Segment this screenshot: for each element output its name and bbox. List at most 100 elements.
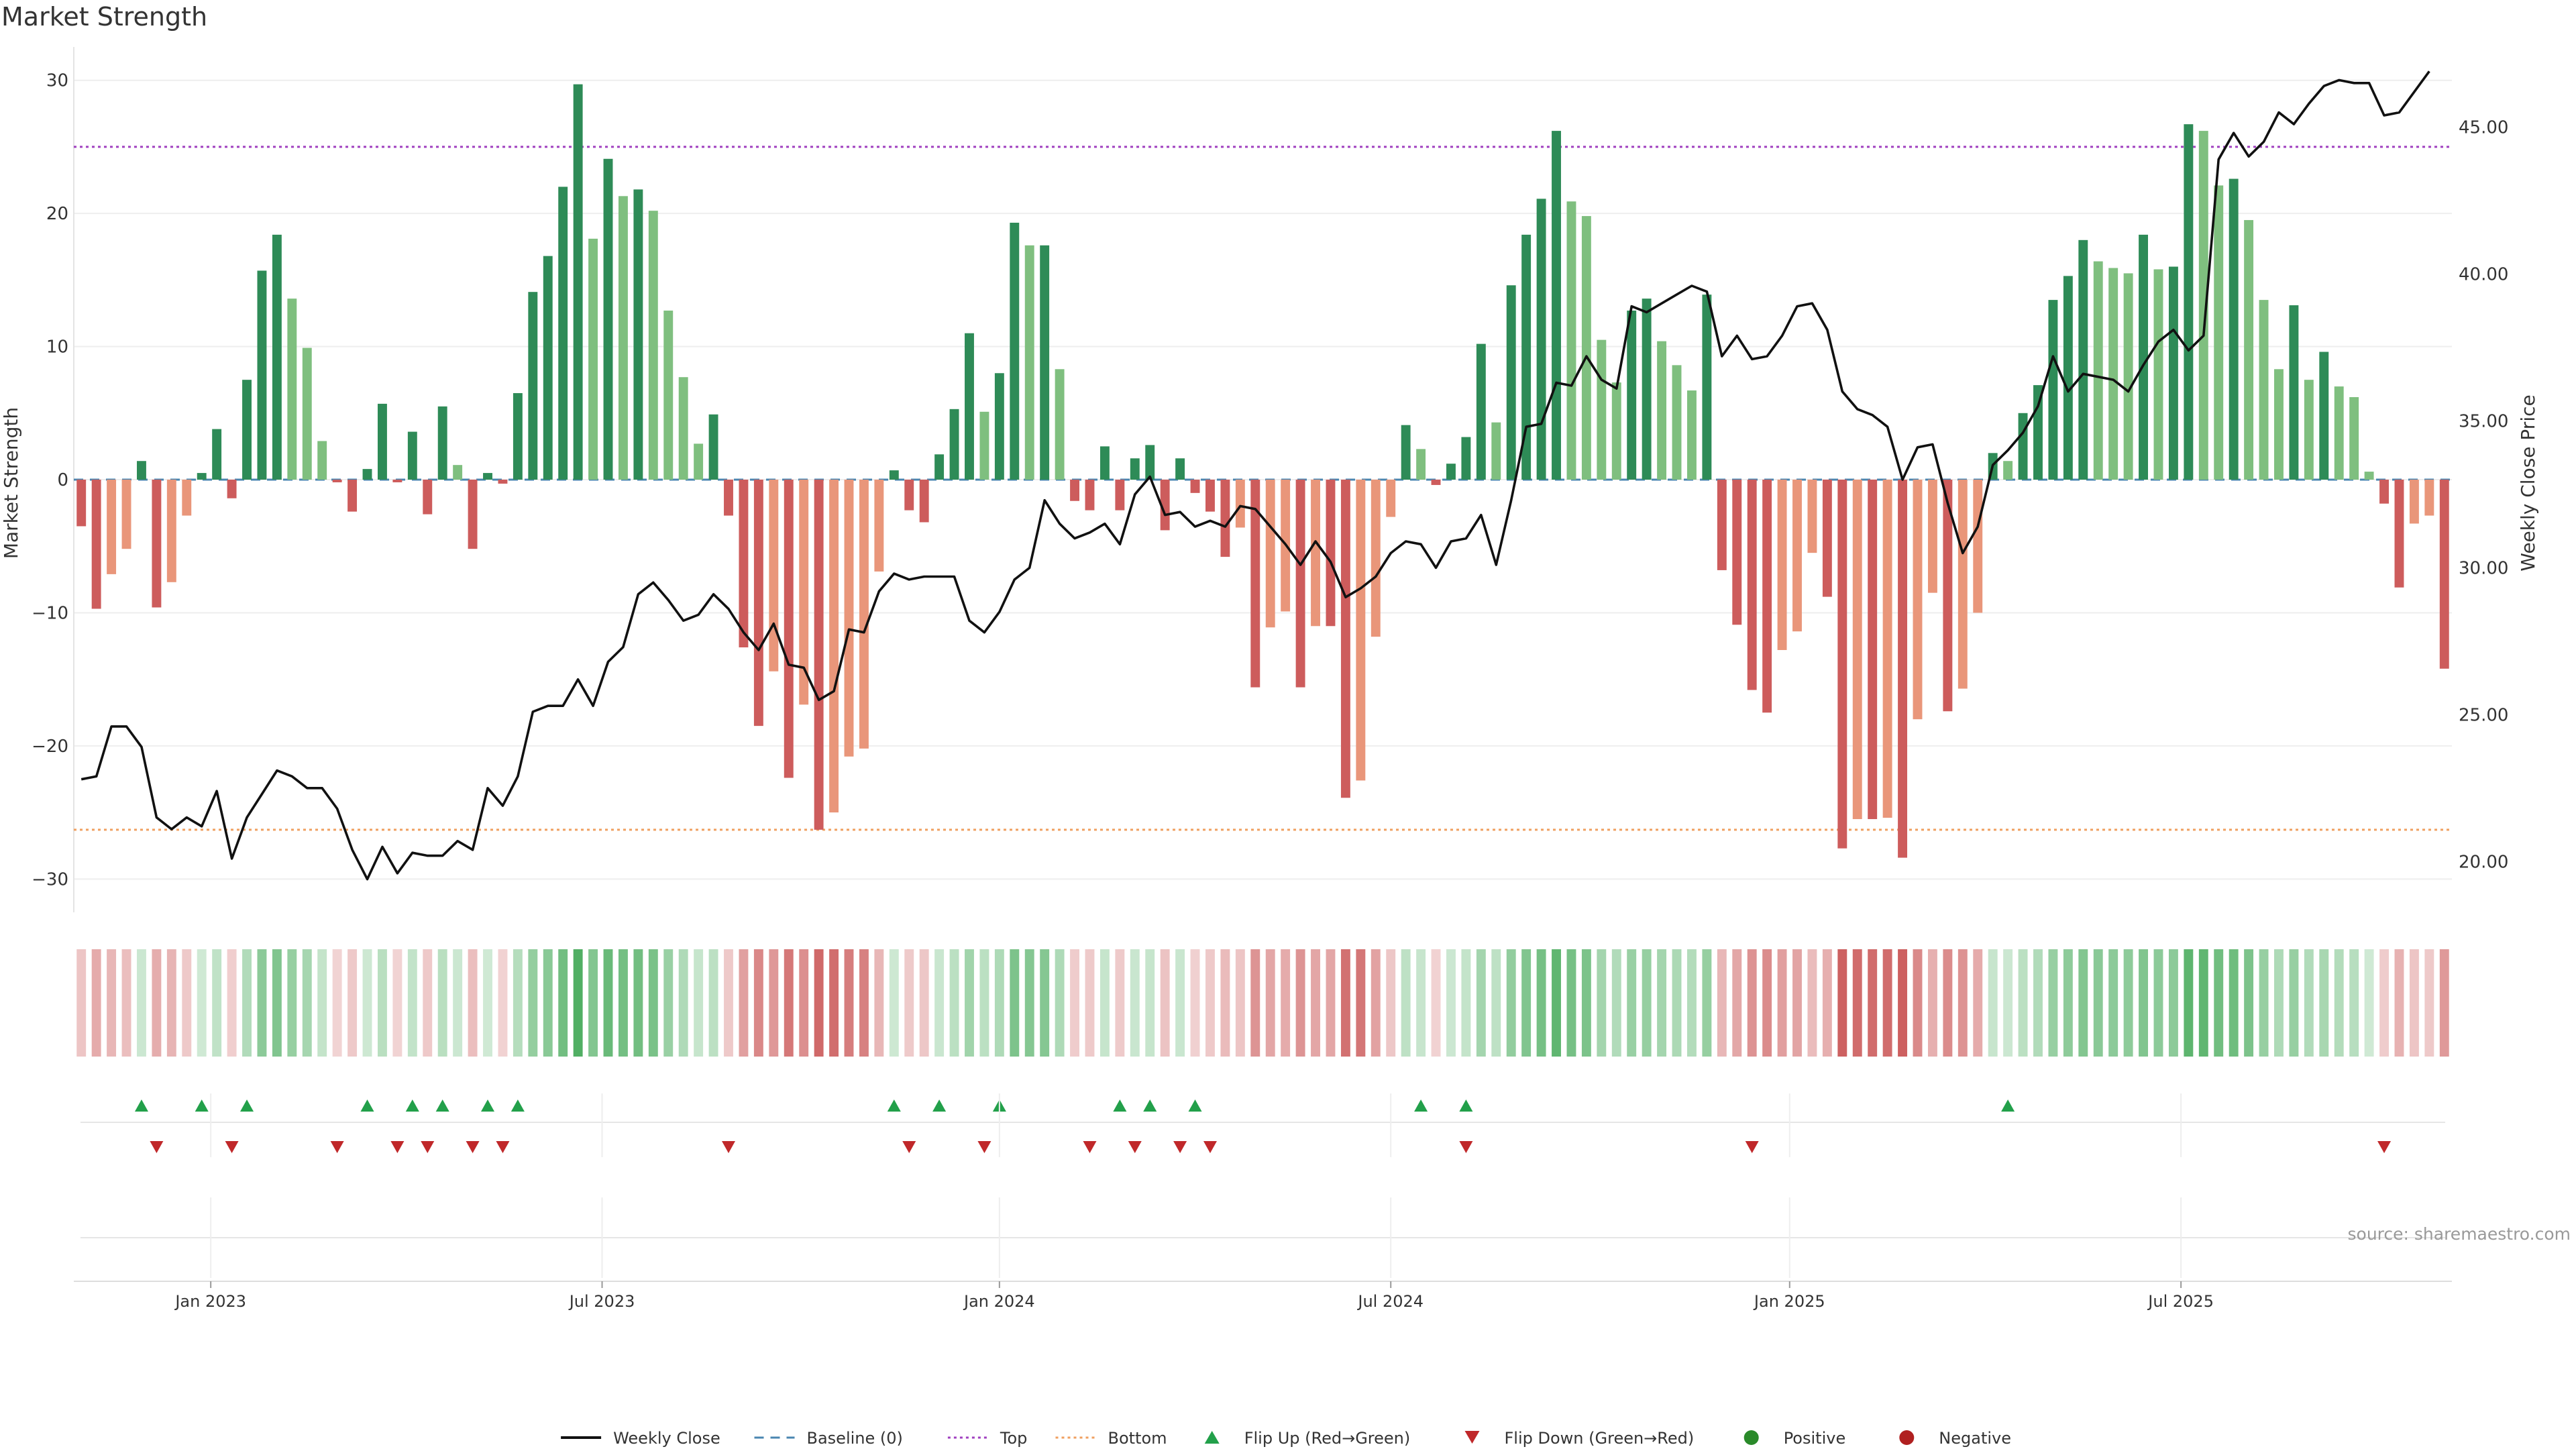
flip-up-marker bbox=[511, 1099, 525, 1112]
y-tick-left: 0 bbox=[57, 470, 68, 490]
strength-bar bbox=[302, 347, 312, 480]
heatmap-cell bbox=[182, 949, 192, 1057]
heatmap-cell bbox=[1476, 949, 1486, 1057]
y-tick-left: 20 bbox=[46, 204, 68, 224]
chart-title: Market Strength bbox=[1, 2, 207, 32]
strength-bar bbox=[107, 480, 117, 574]
strength-bar bbox=[1536, 199, 1546, 480]
heatmap-cell bbox=[633, 949, 643, 1057]
strength-bar bbox=[1702, 294, 1712, 480]
strength-bar bbox=[2139, 234, 2149, 480]
flip-markers bbox=[80, 1099, 2445, 1238]
heatmap-cell bbox=[2229, 949, 2239, 1057]
heatmap-cell bbox=[814, 949, 824, 1057]
heatmap-cell bbox=[1702, 949, 1712, 1057]
strength-bar bbox=[2364, 472, 2374, 480]
strength-bar bbox=[994, 373, 1004, 480]
strength-bar bbox=[1672, 365, 1682, 480]
strength-heatmap-strip bbox=[76, 949, 2449, 1057]
strength-bar bbox=[407, 431, 417, 480]
strength-bar bbox=[1837, 480, 1847, 849]
heatmap-cell bbox=[1506, 949, 1516, 1057]
heatmap-cell bbox=[1957, 949, 1968, 1057]
y-tick-left: −20 bbox=[32, 737, 68, 757]
strength-bar bbox=[1792, 480, 1802, 632]
heatmap-cell bbox=[1295, 949, 1305, 1057]
strength-bar bbox=[2259, 300, 2269, 480]
strength-bar bbox=[1657, 341, 1667, 480]
strength-bar bbox=[2289, 305, 2299, 480]
heatmap-cell bbox=[979, 949, 989, 1057]
strength-bar bbox=[137, 461, 146, 480]
heatmap-cell bbox=[829, 949, 839, 1057]
heatmap-cell bbox=[468, 949, 478, 1057]
strength-bar bbox=[2184, 124, 2194, 480]
strength-bar bbox=[919, 480, 929, 523]
heatmap-cell bbox=[1491, 949, 1501, 1057]
heatmap-cell bbox=[287, 949, 297, 1057]
heatmap-cell bbox=[2439, 949, 2449, 1057]
heatmap-cell bbox=[453, 949, 463, 1057]
flip-down-marker bbox=[330, 1141, 344, 1153]
strength-bar bbox=[1386, 480, 1396, 517]
heatmap-cell bbox=[919, 949, 929, 1057]
strength-bar bbox=[1642, 299, 1652, 480]
strength-bar bbox=[1085, 480, 1095, 511]
source-note: source: sharemaestro.com bbox=[2348, 1224, 2571, 1244]
heatmap-cell bbox=[121, 949, 131, 1057]
heatmap-cell bbox=[1070, 949, 1079, 1057]
flip-up-marker bbox=[195, 1099, 209, 1112]
strength-bar bbox=[2153, 269, 2163, 480]
strength-bar bbox=[844, 480, 854, 757]
heatmap-cell bbox=[91, 949, 101, 1057]
heatmap-cell bbox=[558, 949, 568, 1057]
heatmap-cell bbox=[1686, 949, 1697, 1057]
strength-bar bbox=[2409, 480, 2419, 524]
heatmap-cell bbox=[1552, 949, 1561, 1057]
flip-up-marker bbox=[1143, 1099, 1157, 1112]
strength-bar bbox=[1566, 201, 1576, 480]
heatmap-cell bbox=[1024, 949, 1034, 1057]
heatmap-cell bbox=[2093, 949, 2103, 1057]
strength-bar bbox=[1913, 480, 1923, 720]
strength-bar bbox=[2274, 369, 2284, 480]
strength-bar bbox=[498, 480, 508, 484]
strength-bar bbox=[708, 414, 718, 480]
y-tick-right: 40.00 bbox=[2459, 264, 2508, 284]
strength-bar bbox=[1762, 480, 1772, 713]
heatmap-cell bbox=[2364, 949, 2374, 1057]
strength-bar bbox=[182, 480, 192, 516]
strength-bar bbox=[829, 480, 839, 813]
strength-bar bbox=[528, 292, 538, 480]
x-tick-label: Jan 2024 bbox=[963, 1292, 1035, 1311]
strength-bar bbox=[1973, 480, 1983, 613]
strength-bar bbox=[1431, 480, 1441, 485]
x-tick-label: Jul 2023 bbox=[568, 1292, 635, 1311]
strength-bar bbox=[2108, 268, 2118, 480]
heatmap-cell bbox=[1852, 949, 1862, 1057]
flip-down-marker bbox=[2377, 1141, 2392, 1153]
heatmap-cell bbox=[1085, 949, 1095, 1057]
heatmap-cell bbox=[1446, 949, 1456, 1057]
flip-down-marker bbox=[421, 1141, 435, 1153]
strength-bar bbox=[1099, 446, 1110, 480]
legend-label: Flip Up (Red→Green) bbox=[1244, 1429, 1411, 1448]
heatmap-cell bbox=[1401, 949, 1411, 1057]
price-line-group bbox=[80, 70, 2430, 881]
heatmap-cell bbox=[2274, 949, 2284, 1057]
flip-up-marker bbox=[481, 1099, 495, 1112]
heatmap-cell bbox=[1371, 949, 1381, 1057]
strength-bar bbox=[1521, 234, 1532, 480]
flip-up-marker bbox=[1188, 1099, 1202, 1112]
heatmap-cell bbox=[708, 949, 718, 1057]
heatmap-cell bbox=[2168, 949, 2178, 1057]
strength-bar bbox=[212, 429, 222, 480]
strength-bar bbox=[2304, 380, 2314, 480]
strength-bar bbox=[1250, 480, 1260, 688]
strength-bar bbox=[152, 480, 162, 608]
strength-bar bbox=[227, 480, 237, 498]
flip-up-marker bbox=[1459, 1099, 1473, 1112]
strength-bar bbox=[2334, 386, 2344, 480]
flip-down-marker bbox=[1745, 1141, 1759, 1153]
heatmap-cell bbox=[874, 949, 884, 1057]
